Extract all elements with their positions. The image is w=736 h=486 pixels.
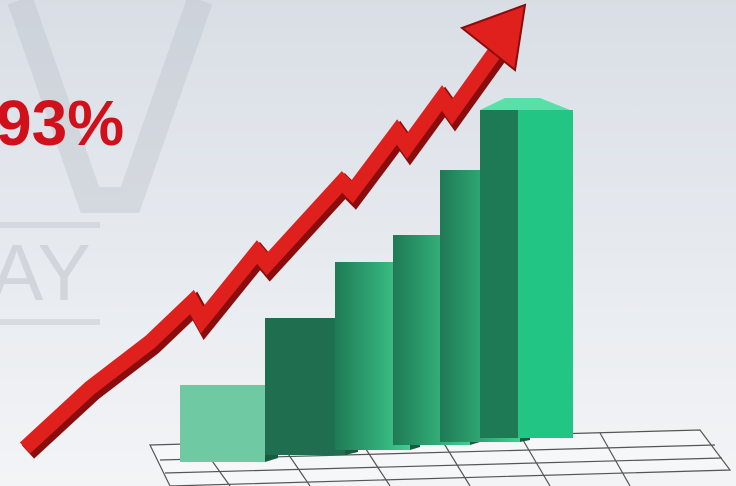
growth-arrow	[19, 3, 527, 459]
bars	[180, 98, 573, 462]
watermark-text: AY	[0, 228, 91, 317]
headline: 93%	[0, 87, 124, 159]
watermark-logo: AY	[0, 0, 213, 325]
bar	[180, 380, 278, 462]
bar	[480, 98, 573, 438]
